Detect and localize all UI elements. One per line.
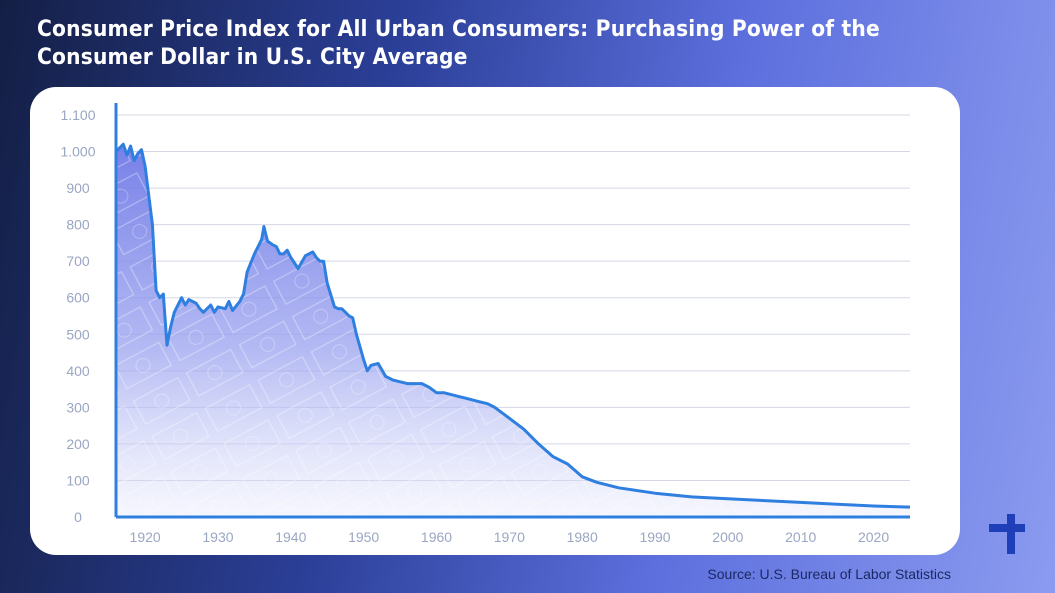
y-tick-label: 500 [66, 326, 90, 342]
x-tick-label: 1980 [567, 529, 598, 545]
x-tick-label: 1920 [130, 529, 161, 545]
y-tick-label: 0 [74, 509, 82, 525]
x-tick-label: 1990 [639, 529, 670, 545]
x-tick-label: 2010 [785, 529, 816, 545]
source-note: Source: U.S. Bureau of Labor Statistics [707, 566, 951, 582]
y-axis-labels: 0 100 200 300 400 500 600 700 800 900 1.000 1.100 [60, 107, 95, 525]
y-tick-label: 600 [66, 290, 90, 306]
x-tick-label: 2000 [712, 529, 743, 545]
y-tick-label: 700 [66, 253, 90, 269]
chart-title: Consumer Price Index for All Urban Consu… [37, 17, 880, 70]
x-tick-label: 1950 [348, 529, 379, 545]
x-tick-label: 1930 [202, 529, 233, 545]
series-area-texture [116, 144, 910, 517]
chart-card: 0 100 200 300 400 500 600 700 800 900 1.000 1.100 1… [30, 87, 960, 555]
x-tick-label: 1940 [275, 529, 306, 545]
x-tick-label: 2020 [858, 529, 889, 545]
y-tick-label: 400 [66, 363, 90, 379]
y-tick-label: 800 [66, 217, 90, 233]
y-tick-label: 1.000 [60, 144, 95, 160]
area-chart: 0 100 200 300 400 500 600 700 800 900 1.000 1.100 1… [60, 103, 911, 545]
y-tick-label: 100 [66, 472, 90, 488]
x-axis-labels: 1920 1930 1940 1950 1960 1970 1980 1990 2000 2010… [130, 529, 890, 545]
y-tick-label: 200 [66, 436, 90, 452]
x-tick-label: 1970 [494, 529, 525, 545]
x-tick-label: 1960 [421, 529, 452, 545]
y-tick-label: 1.100 [60, 107, 95, 123]
brand-logo-icon [989, 514, 1025, 554]
y-tick-label: 300 [66, 399, 90, 415]
y-tick-label: 900 [66, 180, 90, 196]
series-line [114, 142, 911, 509]
